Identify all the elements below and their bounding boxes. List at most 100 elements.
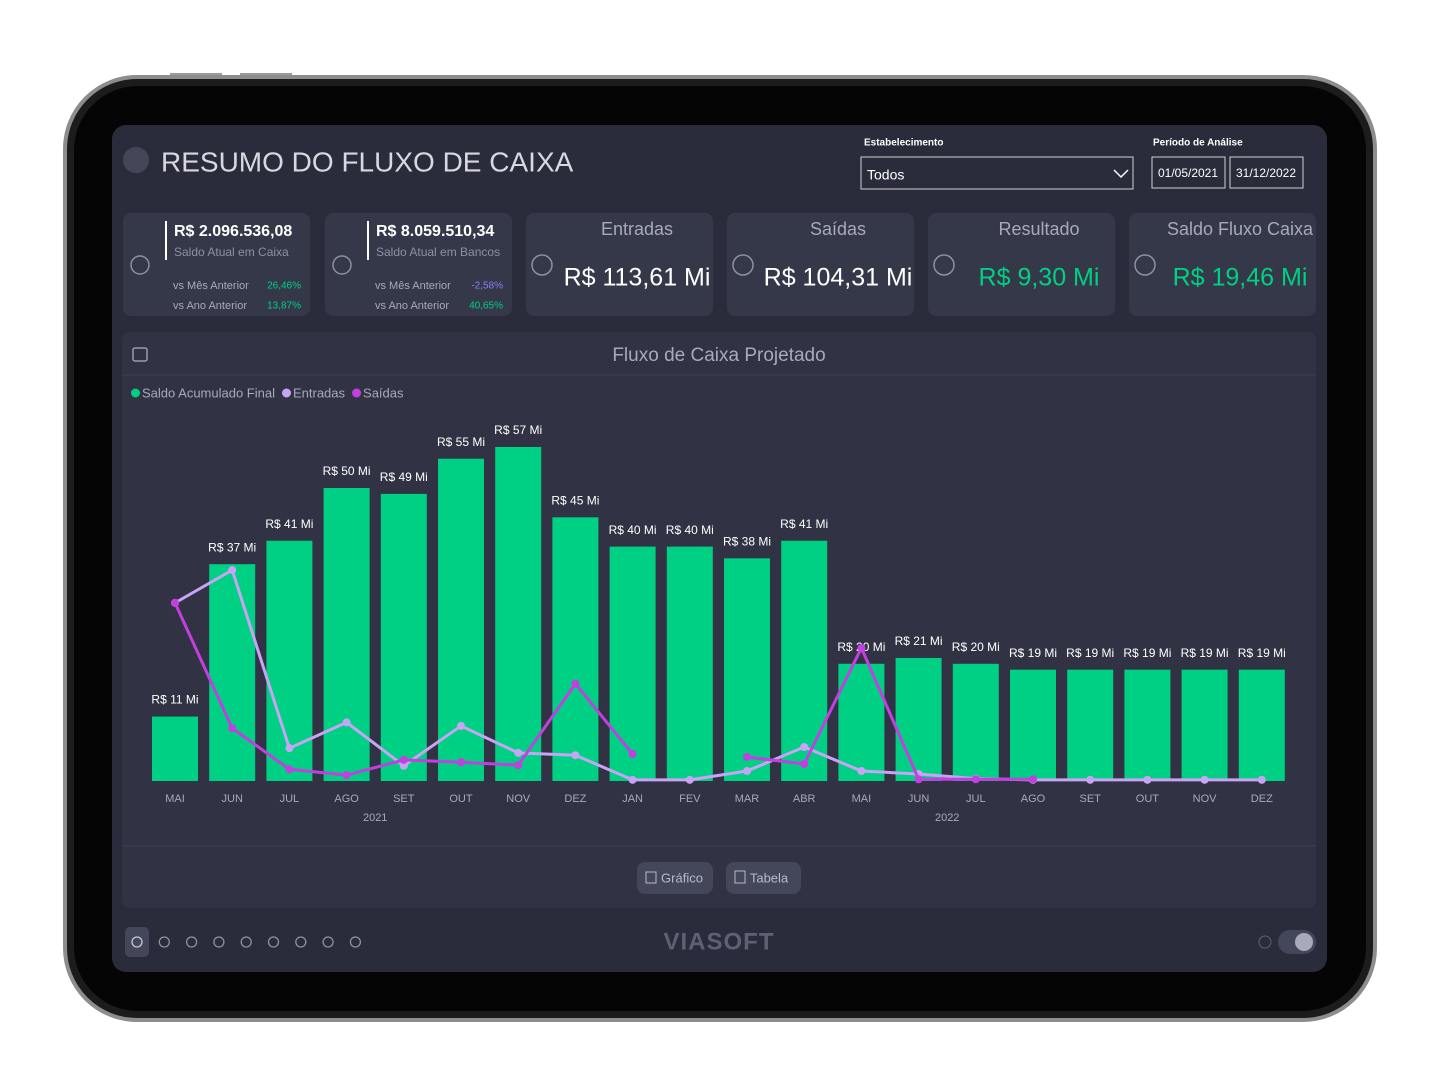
nav-icon[interactable] bbox=[267, 936, 280, 948]
x-tick-label: JUN bbox=[222, 793, 243, 805]
line-point bbox=[628, 775, 637, 784]
x-tick-label: ABR bbox=[793, 793, 816, 805]
view-button-label: Gráfico bbox=[661, 870, 703, 885]
x-tick-label: JUN bbox=[908, 793, 929, 805]
bar bbox=[552, 517, 599, 781]
x-tick-label: JAN bbox=[622, 793, 643, 805]
comparison-label: vs Mês Anterior bbox=[173, 280, 249, 292]
bar bbox=[1067, 669, 1114, 781]
legend-marker bbox=[131, 388, 140, 398]
nav-icons bbox=[131, 936, 362, 948]
kpi-cards: R$ 2.096.536,08 Saldo Atual em Caixa vs Mê… bbox=[123, 213, 1316, 316]
dropdown-arrow bbox=[1113, 169, 1129, 179]
line-point bbox=[800, 760, 809, 769]
x-tick-label: OUT bbox=[449, 793, 473, 805]
data-label: R$ 49 Mi bbox=[380, 470, 428, 484]
bar bbox=[152, 716, 198, 781]
kpi-label: Saldo Atual em Bancos bbox=[376, 245, 500, 259]
date-input[interactable] bbox=[1151, 156, 1226, 189]
data-label: R$ 40 Mi bbox=[666, 523, 714, 537]
nav-active[interactable] bbox=[125, 927, 149, 957]
dropdown[interactable] bbox=[860, 156, 1134, 190]
line-point bbox=[571, 679, 580, 688]
line-point bbox=[1086, 775, 1095, 784]
line-point bbox=[457, 758, 465, 767]
x-tick-label: FEV bbox=[679, 793, 701, 805]
kpi-card bbox=[325, 213, 512, 316]
kpi-card bbox=[123, 213, 310, 316]
line-point bbox=[228, 566, 237, 575]
line-point bbox=[971, 775, 980, 784]
date-input[interactable] bbox=[1229, 156, 1304, 189]
bar bbox=[495, 447, 542, 781]
bar bbox=[952, 663, 999, 781]
legend-label: Saldo Acumulado Final bbox=[142, 385, 275, 400]
view-button[interactable] bbox=[637, 862, 713, 894]
x-tick-label: NOV bbox=[506, 793, 531, 805]
line-point bbox=[514, 761, 523, 770]
line-point bbox=[342, 718, 351, 727]
nav-icon[interactable] bbox=[185, 936, 198, 948]
data-label: R$ 41 Mi bbox=[780, 517, 828, 531]
date-start: 01/05/2021 bbox=[1158, 166, 1218, 180]
comparison-value: -2,58% bbox=[471, 281, 503, 292]
line-point bbox=[628, 750, 637, 759]
line-point bbox=[285, 744, 294, 753]
kpi-value: R$ 19,46 Mi bbox=[1173, 264, 1308, 292]
kpi-label: Saldo Atual em Caixa bbox=[174, 245, 289, 259]
data-label: R$ 37 Mi bbox=[208, 540, 256, 554]
x-tick-label: JUL bbox=[966, 793, 986, 805]
data-label: R$ 50 Mi bbox=[323, 464, 371, 478]
line-point bbox=[1143, 775, 1152, 784]
line-point bbox=[914, 775, 923, 784]
kpi-icon bbox=[933, 254, 955, 276]
x-tick-label: MAR bbox=[735, 793, 760, 805]
legend-marker bbox=[352, 388, 362, 398]
kpi-value: R$ 8.059.510,34 bbox=[376, 223, 494, 240]
x-tick-label: NOV bbox=[1193, 793, 1218, 805]
nav-icon[interactable] bbox=[322, 936, 334, 948]
line-point bbox=[571, 751, 580, 760]
bar bbox=[895, 657, 942, 781]
bar bbox=[724, 558, 770, 781]
bar bbox=[666, 546, 713, 781]
x-tick-label: DEZ bbox=[564, 793, 586, 805]
line-point bbox=[857, 643, 866, 652]
kpi-card bbox=[1129, 213, 1316, 316]
nav-icon[interactable] bbox=[349, 936, 362, 948]
button-icon bbox=[734, 870, 746, 884]
data-label: R$ 19 Mi bbox=[1238, 646, 1286, 660]
nav-icon[interactable] bbox=[213, 936, 225, 948]
home-icon[interactable] bbox=[123, 147, 149, 173]
line-point bbox=[743, 752, 751, 761]
x-tick-label: SET bbox=[1079, 793, 1101, 805]
line-point bbox=[857, 767, 866, 776]
bar bbox=[609, 546, 656, 781]
x-tick-label: AGO bbox=[1021, 793, 1046, 805]
line-point bbox=[743, 767, 751, 776]
bar bbox=[781, 540, 828, 781]
x-tick-label: MAI bbox=[852, 793, 872, 805]
logo: VIASOFT bbox=[663, 928, 774, 955]
data-label: R$ 11 Mi bbox=[151, 693, 198, 707]
data-label: R$ 55 Mi bbox=[437, 435, 485, 449]
nav-icon[interactable] bbox=[131, 936, 143, 948]
line-point bbox=[514, 748, 523, 757]
comparison-label: vs Ano Anterior bbox=[173, 300, 247, 312]
x-tick-label: JUL bbox=[280, 793, 300, 805]
legend-label: Entradas bbox=[293, 385, 346, 400]
view-button[interactable] bbox=[726, 862, 801, 894]
nav-icon[interactable] bbox=[240, 936, 252, 948]
data-label: R$ 19 Mi bbox=[1123, 646, 1171, 660]
nav-icon[interactable] bbox=[295, 936, 307, 948]
kpi-icon bbox=[130, 255, 150, 275]
x-tick-label: OUT bbox=[1136, 793, 1160, 805]
nav-icon[interactable] bbox=[158, 936, 170, 948]
toggle-knob bbox=[1295, 933, 1313, 951]
data-label: R$ 20 Mi bbox=[952, 640, 1000, 654]
data-label: R$ 38 Mi bbox=[723, 535, 771, 549]
chart-title: Fluxo de Caixa Projetado bbox=[612, 345, 825, 366]
line-point bbox=[228, 724, 237, 733]
data-label: R$ 40 Mi bbox=[609, 523, 657, 537]
comparison-label: vs Mês Anterior bbox=[375, 280, 451, 292]
